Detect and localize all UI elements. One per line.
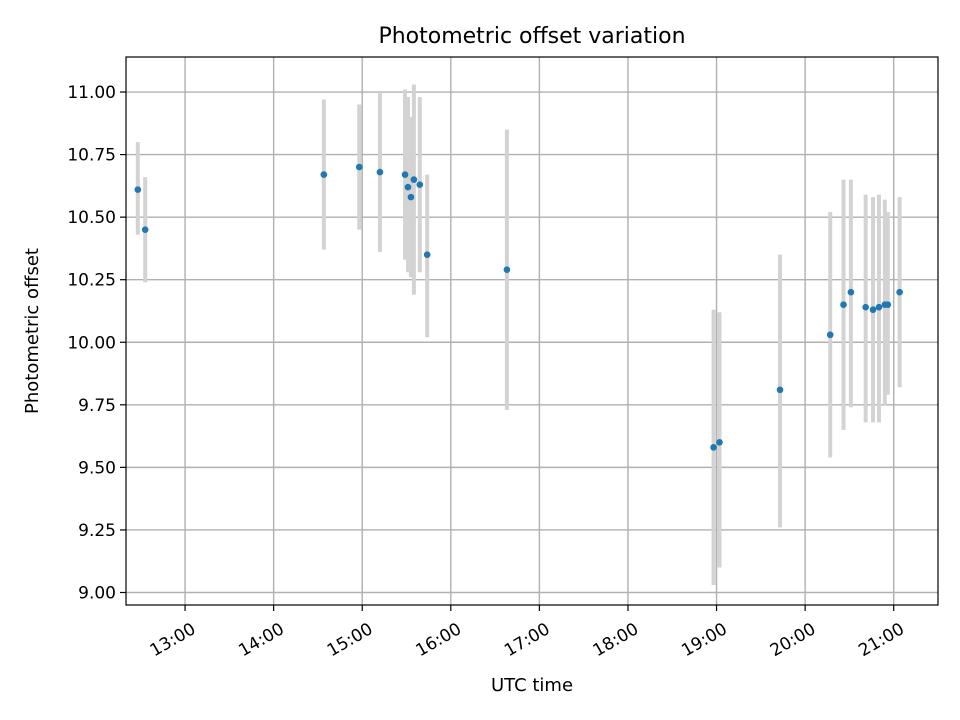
- data-point: [407, 193, 415, 201]
- y-tick-label: 9.00: [78, 583, 116, 603]
- data-point: [404, 183, 412, 191]
- data-point: [503, 266, 511, 273]
- data-point: [862, 303, 869, 311]
- chart-title: Photometric offset variation: [378, 24, 685, 49]
- plot-frame: [125, 56, 939, 606]
- data-point: [710, 444, 717, 451]
- data-point: [355, 163, 363, 171]
- data-point: [416, 181, 424, 188]
- y-axis-ticks: 9.00 9.25 9.50 9.75 10.00 10.25 10.50 10.75 11.0…: [67, 83, 126, 603]
- data-point: [401, 171, 409, 178]
- data-point: [875, 303, 883, 311]
- x-tick-label: 21:00: [855, 619, 907, 661]
- x-axis-label: UTC time: [491, 675, 573, 696]
- data-point: [141, 226, 149, 233]
- x-tick-label: 19:00: [678, 619, 730, 661]
- y-tick-label: 11.00: [67, 83, 116, 103]
- y-axis-label: Photometric offset: [22, 248, 43, 414]
- x-tick-label: 14:00: [235, 619, 287, 661]
- data-point: [716, 439, 723, 446]
- data-point: [410, 176, 418, 183]
- y-tick-label: 10.50: [67, 208, 116, 228]
- data-point: [320, 171, 328, 178]
- x-tick-label: 17:00: [501, 619, 553, 661]
- data-point: [423, 251, 431, 258]
- data-point: [776, 386, 784, 394]
- x-tick-label: 20:00: [767, 619, 819, 661]
- y-tick-label: 10.25: [67, 271, 116, 291]
- x-tick-label: 16:00: [413, 619, 465, 661]
- x-tick-label: 18:00: [590, 619, 642, 661]
- data-points: [134, 163, 903, 451]
- data-point: [847, 288, 855, 296]
- y-tick-label: 9.25: [78, 521, 116, 541]
- grid: [126, 57, 938, 605]
- x-axis-ticks: 13:00 14:00 15:00 16:00 17:00 18:00 19:00 20:00…: [147, 605, 908, 661]
- data-point: [896, 288, 903, 296]
- error-bars: [135, 84, 902, 585]
- data-point: [826, 331, 834, 339]
- data-point: [869, 306, 877, 314]
- y-tick-label: 9.75: [78, 396, 116, 416]
- data-point: [884, 301, 892, 309]
- data-point: [134, 186, 142, 193]
- y-tick-label: 10.75: [67, 146, 116, 166]
- data-point: [376, 168, 384, 176]
- x-tick-label: 15:00: [324, 619, 376, 661]
- data-point: [840, 301, 847, 309]
- x-tick-label: 13:00: [147, 619, 199, 661]
- y-tick-label: 10.00: [67, 333, 116, 353]
- y-tick-label: 9.50: [78, 458, 116, 478]
